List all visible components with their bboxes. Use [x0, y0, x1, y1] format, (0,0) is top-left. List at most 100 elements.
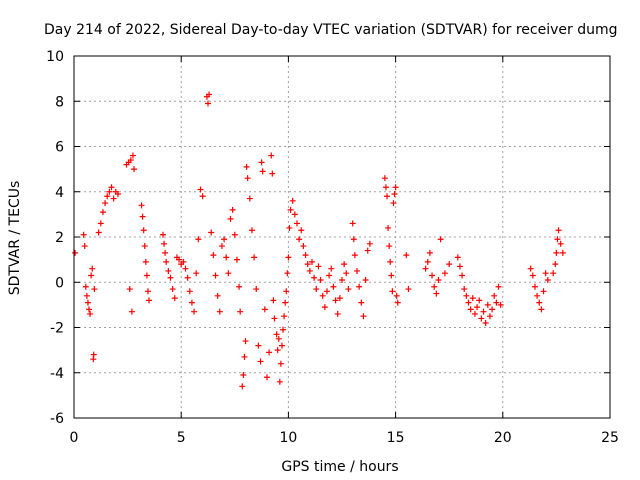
data-point [141, 243, 148, 250]
data-point [216, 308, 223, 315]
data-point [550, 270, 557, 277]
data-point [87, 310, 94, 317]
data-point [491, 292, 498, 299]
data-point [143, 272, 150, 279]
data-point [108, 184, 115, 191]
data-point [298, 227, 305, 234]
data-point [334, 310, 341, 317]
data-point [184, 274, 191, 281]
data-point [165, 267, 172, 274]
data-point [287, 206, 294, 213]
data-point [296, 236, 303, 243]
data-point [277, 360, 284, 367]
data-point [480, 308, 487, 315]
data-point [286, 224, 293, 231]
data-point [240, 372, 247, 379]
data-point [382, 184, 389, 191]
data-point [536, 299, 543, 306]
x-tick-label: 25 [601, 430, 619, 446]
data-point [214, 292, 221, 299]
data-point [364, 247, 371, 254]
data-point [405, 286, 412, 293]
data-point [555, 227, 562, 234]
data-point [127, 157, 134, 164]
data-point [248, 227, 255, 234]
data-point [544, 276, 551, 283]
data-point [313, 286, 320, 293]
data-point [300, 243, 307, 250]
data-point [231, 231, 238, 238]
data-point [271, 315, 278, 322]
data-point [302, 252, 309, 259]
data-point [142, 258, 149, 265]
data-point [422, 265, 429, 272]
data-point [433, 290, 440, 297]
data-point [266, 349, 273, 356]
data-point [389, 288, 396, 295]
x-axis-label: GPS time / hours [281, 459, 398, 475]
data-point [321, 304, 328, 311]
data-point [540, 288, 547, 295]
data-point [259, 168, 266, 175]
data-point [463, 292, 470, 299]
data-point [323, 288, 330, 295]
data-point [171, 295, 178, 302]
data-point [146, 297, 153, 304]
data-points [72, 91, 566, 390]
data-point [263, 374, 270, 381]
data-point [276, 378, 283, 385]
data-point [72, 249, 79, 256]
data-point [197, 186, 204, 193]
data-point [435, 276, 442, 283]
data-point [80, 231, 87, 238]
data-point [205, 100, 211, 107]
data-point [110, 195, 117, 202]
data-point [89, 265, 96, 272]
data-point [328, 265, 335, 272]
data-point [461, 286, 468, 293]
data-point [251, 254, 258, 261]
data-point [104, 193, 111, 200]
data-point [169, 286, 176, 293]
data-point [199, 193, 206, 200]
data-point [559, 249, 566, 256]
data-point [88, 272, 95, 279]
data-point [161, 240, 168, 247]
data-point [283, 288, 290, 295]
data-point [258, 159, 265, 166]
data-point [255, 342, 262, 349]
data-point [188, 299, 195, 306]
data-point [253, 286, 260, 293]
data-point [538, 306, 545, 313]
data-point [186, 288, 193, 295]
data-point [91, 286, 98, 293]
data-point [281, 313, 288, 320]
data-point [341, 261, 348, 268]
data-point [84, 299, 91, 306]
data-point [268, 152, 275, 159]
axis-ticks: 0 5 10 15 20 25 -6 -4 -2 0 2 4 6 8 10 [46, 49, 619, 446]
data-point [362, 276, 369, 283]
data-point [534, 292, 541, 299]
data-point [257, 358, 264, 365]
data-point [360, 313, 367, 320]
data-point [206, 91, 213, 98]
data-point [236, 283, 243, 290]
data-point [392, 184, 399, 191]
data-point [270, 297, 277, 304]
data-point [387, 258, 394, 265]
data-point [531, 283, 538, 290]
data-point [554, 236, 561, 243]
data-point [102, 200, 109, 207]
data-point [221, 236, 228, 243]
data-point [273, 331, 280, 338]
data-point [393, 292, 400, 299]
data-point [482, 319, 489, 326]
data-point [144, 288, 151, 295]
data-point [476, 297, 483, 304]
data-point [469, 295, 476, 302]
data-point [431, 283, 438, 290]
data-point [208, 229, 215, 236]
